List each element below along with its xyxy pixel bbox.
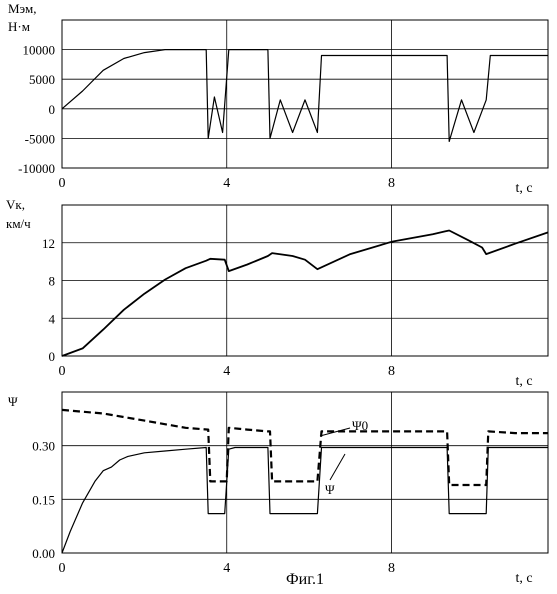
x-tick-label: 8 [388,561,395,576]
y-axis-label: Мэм, [8,1,37,16]
y-axis-label: Н·м [8,19,30,34]
y-tick-label: 0.30 [32,439,55,454]
torque-chart: 0 4 8 10000 5000 0 -5000 -10000 t, с Мэм, Н·м [8,1,549,196]
series-label-psi0: Ψ0 [352,418,368,433]
y-tick-label: 0.15 [32,492,55,507]
y-tick-label: 0 [49,349,56,364]
y-axis-label: Ψ [8,394,18,409]
x-tick-label: 4 [223,176,230,191]
x-tick-label: 4 [223,364,230,379]
y-tick-label: 0.00 [32,546,55,561]
series-line-psi [61,446,548,554]
y-tick-label: -5000 [25,131,55,146]
annotation-leader [319,427,351,437]
x-axis-label: t, с [515,181,532,196]
series-label-psi: Ψ [325,482,335,497]
x-axis-label: t, с [515,374,532,389]
series-line-main [61,229,549,357]
y-tick-label: -10000 [18,161,55,176]
series-line-main [61,48,548,142]
y-axis-label: Vк, [6,197,25,212]
y-tick-label: 0 [49,102,56,117]
x-tick-label: 4 [223,561,230,576]
x-tick-label: 0 [59,561,66,576]
x-tick-label: 0 [59,364,66,379]
slip-chart: 0 4 8 0.30 0.15 0.00 t, с Ψ Ψ0 Ψ [8,391,549,586]
y-tick-label: 4 [49,311,56,326]
x-tick-label: 8 [388,176,395,191]
x-tick-label: 0 [59,176,66,191]
y-tick-label: 10000 [23,43,56,58]
y-tick-label: 8 [49,274,56,289]
y-tick-label: 12 [42,236,55,251]
x-tick-label: 8 [388,364,395,379]
figure-caption: Фиг.1 [286,571,324,588]
y-axis-label: км/ч [6,216,31,231]
plot-frame [61,391,549,554]
speed-chart: 0 4 8 12 8 4 0 t, с Vк, км/ч [6,197,549,389]
x-axis-label: t, с [515,571,532,586]
annotation-leader [329,453,346,481]
plot-frame [61,19,549,169]
series-line-psi0 [61,408,548,487]
y-tick-label: 5000 [29,72,55,87]
